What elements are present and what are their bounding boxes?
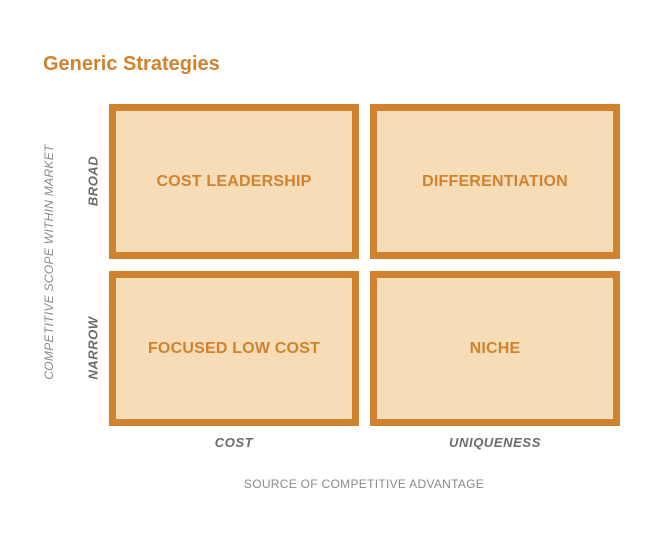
quadrant-differentiation: DIFFERENTIATION (370, 104, 620, 259)
quadrant-cost-leadership: COST LEADERSHIP (109, 104, 359, 259)
diagram-title: Generic Strategies (43, 53, 220, 75)
quadrant-label: FOCUSED LOW COST (147, 339, 321, 357)
column-label-cost: COST (214, 435, 254, 450)
x-axis-title: SOURCE OF COMPETITIVE ADVANTAGE (243, 477, 485, 491)
row-label-broad: BROAD (85, 155, 101, 207)
quadrant-label: COST LEADERSHIP (156, 172, 312, 190)
row-label-narrow: NARROW (85, 316, 101, 380)
quadrant-focused-low-cost: FOCUSED LOW COST (109, 271, 359, 426)
y-axis-title: COMPETITIVE SCOPE WITHIN MARKET (42, 144, 56, 380)
quadrant-label: NICHE (469, 339, 521, 357)
quadrant-niche: NICHE (370, 271, 620, 426)
quadrant-label: DIFFERENTIATION (422, 172, 568, 190)
column-label-uniqueness: UNIQUENESS (449, 435, 541, 450)
